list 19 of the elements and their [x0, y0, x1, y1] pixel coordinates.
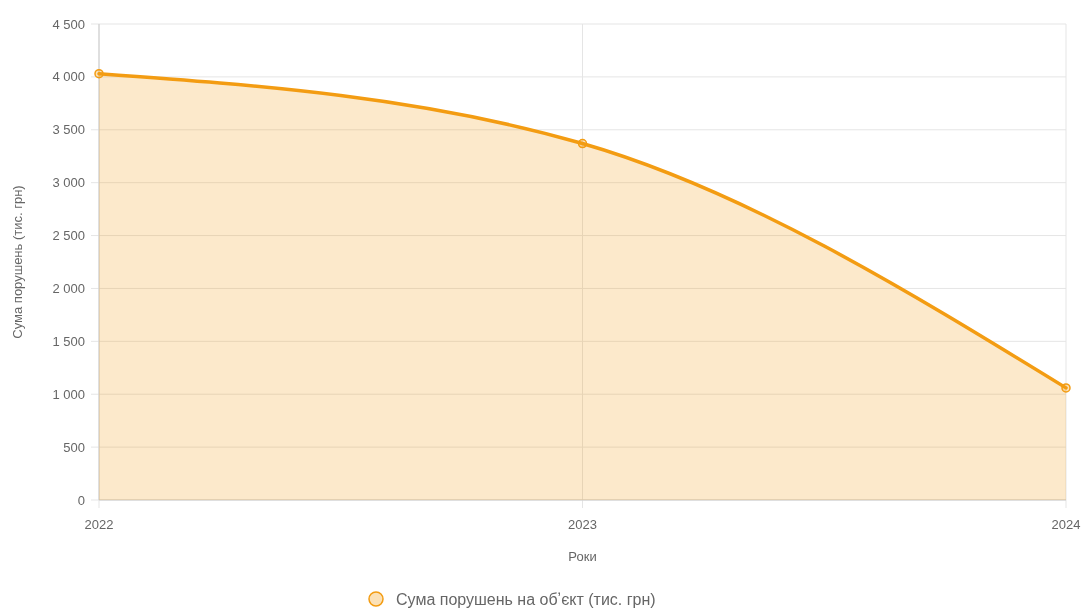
y-tick-label: 2 000	[52, 280, 85, 296]
y-tick-label: 3 500	[52, 122, 85, 138]
y-tick-label: 500	[63, 439, 85, 455]
y-tick-label: 2 500	[52, 228, 85, 244]
x-axis-title: Роки	[568, 549, 597, 564]
x-tick-label: 2022	[84, 517, 114, 532]
y-tick-label: 4 500	[52, 16, 85, 32]
legend-label: Сума порушень на обʼєкт (тис. грн)	[396, 590, 656, 608]
y-axis-title: Сума порушень (тис. грн)	[10, 185, 25, 339]
point	[1061, 383, 1071, 393]
x-tick-label: 2023	[568, 517, 597, 532]
y-tick-label: 1 500	[52, 333, 85, 349]
y-tick-label: 1 000	[52, 386, 85, 402]
y-tick-label: 4 000	[52, 69, 85, 85]
point	[94, 68, 104, 79]
y-tick-label: 3 000	[52, 175, 85, 191]
point	[577, 138, 588, 149]
y-tick-label: 0	[77, 492, 85, 508]
x-tick-label: 2024	[1051, 517, 1081, 532]
